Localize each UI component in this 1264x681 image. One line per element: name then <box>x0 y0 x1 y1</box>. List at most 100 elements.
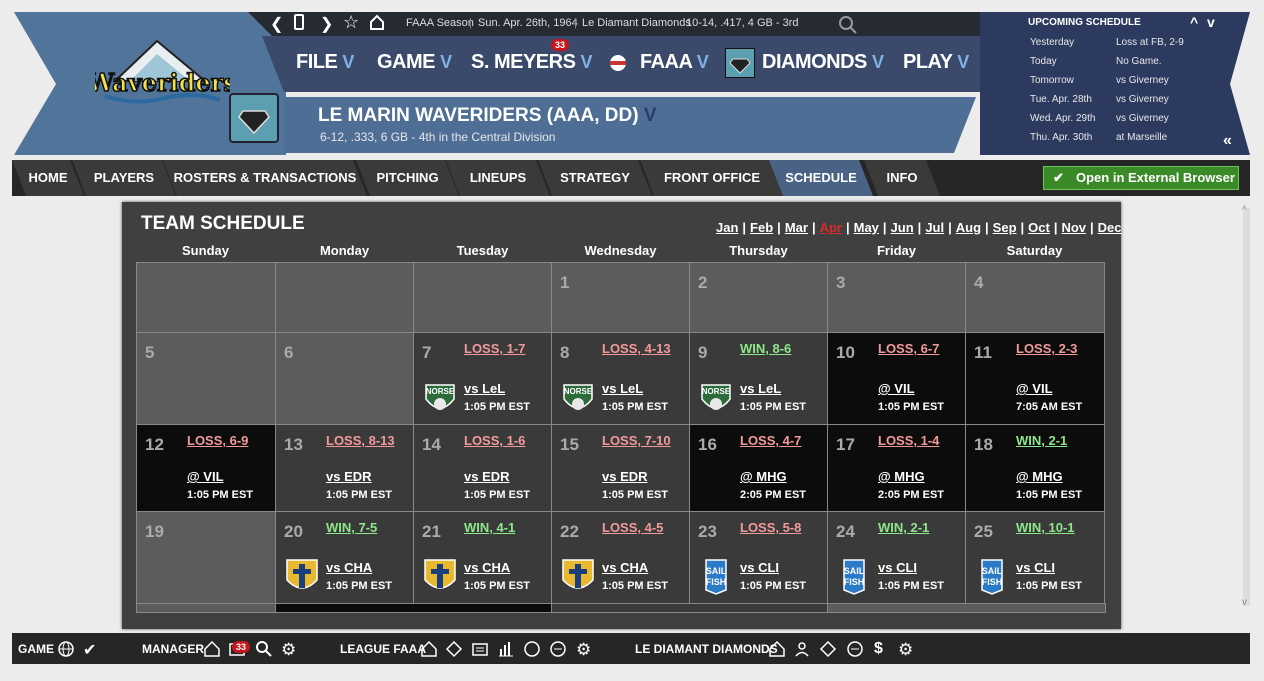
tab-players[interactable]: PLAYERS <box>72 160 176 196</box>
month-link-may[interactable]: May <box>853 220 879 235</box>
opponent-link[interactable]: vs LeL <box>464 381 506 396</box>
opponent-link[interactable]: vs EDR <box>602 469 648 484</box>
gear-icon[interactable]: ⚙ <box>576 640 592 659</box>
calendar-day-cell[interactable]: 13 LOSS, 8-13 vs EDR 1:05 PM EST <box>275 424 415 512</box>
game-result-link[interactable]: WIN, 2-1 <box>1016 433 1068 448</box>
game-result-link[interactable]: LOSS, 6-7 <box>878 341 940 356</box>
news-icon[interactable] <box>471 640 489 658</box>
open-external-browser-button[interactable]: ✔ Open in External Browser <box>1043 166 1239 190</box>
scroll-up-icon[interactable]: ^ <box>1242 205 1247 216</box>
opponent-link[interactable]: vs CLI <box>740 560 780 575</box>
transactions-icon[interactable] <box>846 640 864 658</box>
month-link-oct[interactable]: Oct <box>1028 220 1050 235</box>
gear-icon[interactable]: ⚙ <box>281 640 297 659</box>
home-icon[interactable] <box>203 640 221 658</box>
nav-league[interactable]: FAAA V <box>640 51 709 74</box>
game-result-link[interactable]: LOSS, 6-9 <box>187 433 249 448</box>
forward-icon[interactable]: ❯ <box>320 16 334 33</box>
calendar-day-cell[interactable]: 10 LOSS, 6-7 @ VIL 1:05 PM EST <box>827 332 967 425</box>
gear-icon[interactable]: ⚙ <box>898 640 914 659</box>
scroll-down-icon[interactable]: v <box>1242 597 1247 608</box>
calendar-day-cell[interactable]: 14 LOSS, 1-6 vs EDR 1:05 PM EST <box>413 424 553 512</box>
opponent-link[interactable]: vs LeL <box>602 381 644 396</box>
opponent-link[interactable]: vs CLI <box>878 560 918 575</box>
calendar-day-cell[interactable]: 23 LOSS, 5-8 vs CLI 1:05 PM EST SAIL FISH <box>689 511 829 604</box>
month-link-feb[interactable]: Feb <box>750 220 774 235</box>
game-result-link[interactable]: WIN, 7-5 <box>326 520 378 535</box>
game-result-link[interactable]: LOSS, 4-13 <box>602 341 671 356</box>
calendar-day-cell[interactable]: 25 WIN, 10-1 vs CLI 1:05 PM EST SAIL FISH <box>965 511 1105 604</box>
tab-lineups[interactable]: LINEUPS <box>446 160 550 196</box>
game-result-link[interactable]: LOSS, 1-7 <box>464 341 526 356</box>
month-link-dec[interactable]: Dec <box>1097 220 1122 235</box>
nav-manager[interactable]: S. MEYERS V <box>471 51 592 74</box>
opponent-link[interactable]: @ VIL <box>878 381 915 396</box>
home-icon[interactable] <box>420 640 438 658</box>
nav-team[interactable]: DIAMONDS V <box>762 51 884 74</box>
game-result-link[interactable]: LOSS, 2-3 <box>1016 341 1078 356</box>
opponent-link[interactable]: vs CHA <box>464 560 511 575</box>
back-icon[interactable]: ❮ <box>270 16 284 33</box>
game-result-link[interactable]: LOSS, 8-13 <box>326 433 395 448</box>
calendar-day-cell[interactable]: 21 WIN, 4-1 vs CHA 1:05 PM EST <box>413 511 553 604</box>
page-icon[interactable] <box>294 14 304 30</box>
opponent-link[interactable]: vs CHA <box>602 560 649 575</box>
nav-file[interactable]: FILE V <box>296 51 354 74</box>
opponent-link[interactable]: vs EDR <box>464 469 510 484</box>
game-result-link[interactable]: LOSS, 1-4 <box>878 433 940 448</box>
diamond-icon[interactable] <box>819 640 837 658</box>
diamond-icon[interactable] <box>445 640 463 658</box>
game-result-link[interactable]: WIN, 8-6 <box>740 341 792 356</box>
nav-game[interactable]: GAME V <box>377 51 452 74</box>
game-result-link[interactable]: LOSS, 4-7 <box>740 433 802 448</box>
calendar-day-cell[interactable]: 15 LOSS, 7-10 vs EDR 1:05 PM EST <box>551 424 691 512</box>
star-icon[interactable]: ☆ <box>343 12 360 32</box>
check-icon[interactable]: ✔ <box>83 642 97 659</box>
month-link-mar[interactable]: Mar <box>784 220 808 235</box>
game-result-link[interactable]: WIN, 2-1 <box>878 520 930 535</box>
month-link-aug[interactable]: Aug <box>955 220 982 235</box>
globe-icon[interactable] <box>57 640 75 658</box>
search-icon[interactable] <box>838 15 858 35</box>
calendar-day-cell[interactable]: 16 LOSS, 4-7 @ MHG 2:05 PM EST <box>689 424 829 512</box>
opponent-link[interactable]: vs CLI <box>1016 560 1056 575</box>
search-icon[interactable] <box>255 640 273 658</box>
opponent-link[interactable]: @ VIL <box>187 469 224 484</box>
opponent-link[interactable]: @ MHG <box>740 469 787 484</box>
opponent-link[interactable]: @ MHG <box>1016 469 1063 484</box>
home-icon[interactable] <box>369 14 385 30</box>
collapse-icon[interactable]: « <box>1223 132 1232 149</box>
finance-icon[interactable]: $ <box>874 640 883 657</box>
calendar-day-cell[interactable]: 9 WIN, 8-6 vs LeL 1:05 PM EST NORSE <box>689 332 829 425</box>
tab-info[interactable]: INFO <box>864 160 940 196</box>
game-result-link[interactable]: LOSS, 7-10 <box>602 433 671 448</box>
calendar-day-cell[interactable]: 7 LOSS, 1-7 vs LeL 1:05 PM EST NORSE <box>413 332 553 425</box>
team-name[interactable]: LE MARIN WAVERIDERS (AAA, DD) V <box>318 105 657 127</box>
game-result-link[interactable]: LOSS, 1-6 <box>464 433 526 448</box>
opponent-link[interactable]: vs CHA <box>326 560 373 575</box>
tab-schedule[interactable]: SCHEDULE <box>769 160 873 196</box>
baseball-icon[interactable] <box>523 640 541 658</box>
tab-front-office[interactable]: FRONT OFFICE <box>640 160 784 196</box>
chevron-up-icon[interactable]: ^ <box>1190 14 1199 30</box>
calendar-day-cell[interactable]: 24 WIN, 2-1 vs CLI 1:05 PM EST SAIL FISH <box>827 511 967 604</box>
month-link-jun[interactable]: Jun <box>890 220 914 235</box>
game-result-link[interactable]: WIN, 10-1 <box>1016 520 1075 535</box>
stats-icon[interactable] <box>497 640 515 658</box>
tab-strategy[interactable]: STRATEGY <box>538 160 652 196</box>
tab-rosters-transactions[interactable]: ROSTERS & TRANSACTIONS <box>163 160 367 196</box>
roster-icon[interactable] <box>793 640 811 658</box>
month-link-jan[interactable]: Jan <box>716 220 739 235</box>
transactions-icon[interactable] <box>549 640 567 658</box>
month-link-apr[interactable]: Apr <box>819 220 842 235</box>
opponent-link[interactable]: vs LeL <box>740 381 782 396</box>
month-link-jul[interactable]: Jul <box>925 220 945 235</box>
month-link-sep[interactable]: Sep <box>992 220 1017 235</box>
nav-play[interactable]: PLAY V <box>903 51 969 74</box>
calendar-day-cell[interactable]: 17 LOSS, 1-4 @ MHG 2:05 PM EST <box>827 424 967 512</box>
opponent-link[interactable]: @ VIL <box>1016 381 1053 396</box>
opponent-link[interactable]: vs EDR <box>326 469 372 484</box>
opponent-link[interactable]: @ MHG <box>878 469 925 484</box>
home-icon[interactable] <box>768 640 786 658</box>
game-result-link[interactable]: LOSS, 4-5 <box>602 520 664 535</box>
